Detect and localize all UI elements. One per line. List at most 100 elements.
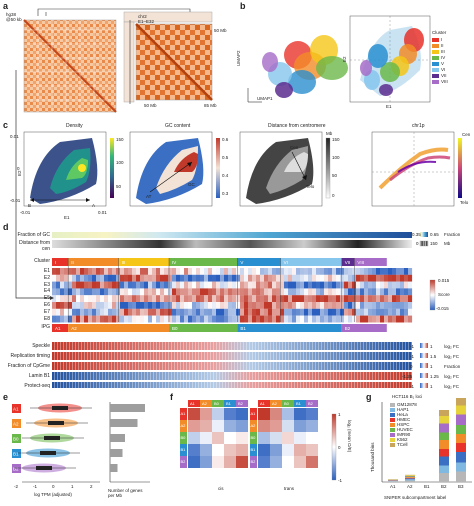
- gc-tick-1: 0.5: [222, 155, 229, 160]
- trans-cell: [282, 432, 294, 444]
- stacked-bar-segment: [456, 425, 466, 434]
- umap-ylabel: UMAP2: [236, 50, 241, 66]
- gc-range-hi: 0.65: [430, 232, 439, 237]
- stacked-bar-segment: [456, 462, 466, 472]
- cell-line-legend-item: HAP1: [390, 407, 417, 412]
- trans-cell: [294, 420, 306, 432]
- cell-line-label: HeLa: [397, 412, 408, 417]
- cell-line-legend-item: HSPC: [390, 422, 417, 427]
- panel-g-ylabel: Thousand bins: [370, 442, 375, 472]
- cell-line-swatch: [390, 437, 395, 442]
- telo-arrow-label: Telo: [306, 184, 315, 189]
- trans-label: trans: [284, 486, 295, 491]
- cis-cell: [200, 456, 212, 468]
- cluster-legend: Cluster I II III IV V VI VII VIII: [432, 30, 448, 85]
- f-scale-tick-mid: 0: [338, 445, 341, 450]
- track-range-row: -1 1.5 log₂ FC: [410, 352, 474, 362]
- row-distance-cen: Distance from cen: [19, 240, 50, 252]
- eigen-row-label: E8: [43, 315, 50, 322]
- cis-cell: [212, 456, 224, 468]
- distance-title: Distance from centromere: [268, 123, 326, 129]
- panel-g-xtick: A2: [407, 484, 413, 489]
- ipg-bar-segment: [52, 324, 69, 332]
- gc-arrow-label: GC: [188, 182, 195, 187]
- cell-line-label: TCell: [397, 442, 408, 447]
- cluster-bar-segment: [169, 258, 238, 266]
- cis-col-label: B1: [226, 401, 232, 406]
- cis-col-label: B0: [214, 401, 220, 406]
- cluster-bar-segment: [237, 258, 281, 266]
- cis-row-badge: [180, 432, 187, 444]
- trans-row-label: A1: [251, 411, 257, 416]
- cluster-legend-label: VIII: [441, 79, 448, 84]
- cell-line-swatch: [390, 422, 395, 427]
- gc-unit: Fraction: [444, 232, 461, 237]
- trans-col-badge: [270, 400, 282, 407]
- cluster-legend-label: VI: [441, 67, 446, 72]
- cluster-legend-item: VII: [432, 73, 448, 78]
- panel-c-graphics: [23, 131, 462, 207]
- panel-e-tick: -2: [14, 484, 19, 489]
- eigen-row-label: E4: [43, 288, 50, 295]
- stacked-bar-segment: [456, 414, 466, 425]
- group-badge-label: A2: [13, 422, 19, 427]
- panel-g-graphics: [381, 398, 472, 483]
- cluster-swatch: [432, 73, 439, 78]
- dist-range-lo: 0: [416, 241, 419, 246]
- umap-xlabel: UMAP1: [257, 96, 273, 101]
- panel-label-e: e: [3, 392, 9, 402]
- trans-col-badge: [294, 400, 306, 407]
- cis-row-badge: [180, 444, 187, 456]
- genome-resolution-label: hg38 @50 kb: [6, 12, 22, 22]
- at-arrow-label: AT: [146, 194, 152, 199]
- cis-col-badge: [236, 400, 248, 407]
- score-label: Score: [438, 292, 450, 297]
- stacked-bar-segment: [456, 443, 466, 452]
- cell-line-legend-item: HeLa: [390, 412, 417, 417]
- cell-line-legend-item: TCell: [390, 442, 417, 447]
- track-range-lo: -1: [410, 384, 415, 389]
- cluster-legend-item: II: [432, 43, 448, 48]
- gc-scatter: [129, 131, 220, 207]
- stacked-bar-segment: [439, 465, 449, 473]
- track-range-lo: -1: [410, 344, 415, 349]
- row-cluster: Cluster: [34, 258, 50, 264]
- stacked-bar-segment: [405, 475, 415, 476]
- panel-g-xlabel: SNIPER subcompartment label: [384, 495, 447, 500]
- cis-cell: [224, 456, 236, 468]
- cell-line-label: HAP1: [397, 407, 409, 412]
- genes-per-mb-bar: [110, 464, 118, 472]
- track-range-row: 0 1 Fraction: [410, 362, 474, 372]
- cis-col-badge: [200, 400, 212, 407]
- panel-g-xtick: B3: [458, 484, 464, 489]
- panel-g-xtick: A1: [390, 484, 396, 489]
- cis-cell: [188, 420, 200, 432]
- trans-cell: [294, 456, 306, 468]
- panel-e-xlabel: log TPM (adjusted): [34, 492, 72, 497]
- cluster-bar-segment: [354, 258, 387, 266]
- eigenvector-heatmap: [52, 258, 413, 323]
- trans-row-badge: [250, 432, 257, 444]
- stacked-bar-segment: [439, 416, 449, 424]
- cis-cell: [212, 408, 224, 420]
- cis-row-label: A2: [181, 423, 187, 428]
- track-range-unit: log₂ FC: [444, 344, 460, 349]
- stacked-bar-segment: [456, 452, 466, 463]
- trans-cell: [294, 432, 306, 444]
- trans-col-badge: [258, 400, 270, 407]
- cis-row-badge: [180, 456, 187, 468]
- cell-line-label: HUVEC: [397, 427, 413, 432]
- trans-cell: [306, 420, 318, 432]
- track-row-label: Fraction of CpGme: [7, 363, 50, 369]
- stacked-bar-segment: [439, 473, 449, 482]
- track-range-unit: Fraction: [444, 364, 461, 369]
- genes-per-mb-bar: [110, 434, 125, 442]
- cluster-bar-segment-label: IV: [172, 260, 176, 265]
- pca-scatter: [349, 15, 431, 103]
- cis-col-label: A1: [190, 401, 196, 406]
- trans-col-label: B0: [284, 401, 290, 406]
- cluster-swatch: [432, 61, 439, 66]
- c-tick-ytop: 0.01: [10, 134, 19, 139]
- cis-row-label: B2: [181, 459, 187, 464]
